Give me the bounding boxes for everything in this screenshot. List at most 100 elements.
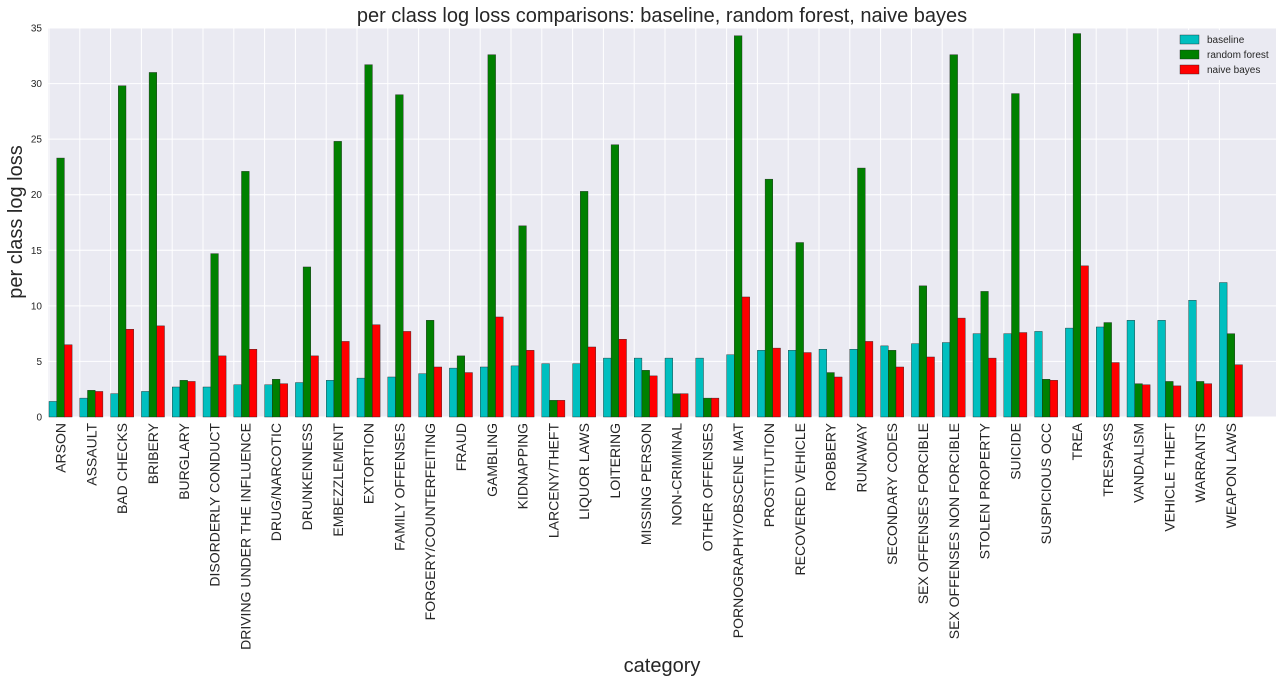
x-tick-label: VEHICLE THEFT — [1161, 423, 1177, 532]
x-tick-label: DRUNKENNESS — [299, 423, 315, 530]
y-tick-label: 0 — [36, 413, 42, 424]
chart-title: per class log loss comparisons: baseline… — [357, 5, 967, 27]
x-tick-label: FAMILY OFFENSES — [391, 423, 407, 551]
bar-random-forest — [1226, 333, 1235, 418]
x-tick-label: FORGERY/COUNTERFEITING — [422, 423, 438, 620]
y-tick-label: 15 — [31, 246, 43, 257]
bar-random-forest — [148, 72, 158, 418]
x-tick-label: SEX OFFENSES FORCIBLE — [915, 423, 931, 604]
bar-naive-bayes — [711, 397, 720, 418]
bar-naive-bayes — [372, 324, 381, 418]
bar-baseline — [356, 377, 365, 418]
bar-random-forest — [949, 54, 958, 418]
bar-baseline — [1188, 300, 1197, 418]
bar-random-forest — [179, 380, 188, 418]
x-tick-label: DISORDERLY CONDUCT — [207, 423, 223, 587]
bar-naive-bayes — [649, 375, 658, 418]
bar-baseline — [972, 333, 981, 418]
bars — [48, 33, 1243, 418]
bar-random-forest — [580, 191, 589, 418]
bar-baseline — [480, 366, 489, 418]
bar-random-forest — [734, 35, 743, 418]
y-tick-label: 10 — [31, 301, 43, 312]
x-tick-label: BAD CHECKS — [114, 423, 130, 514]
x-tick-label: SUICIDE — [1007, 423, 1023, 480]
bar-random-forest — [610, 144, 619, 418]
bar-baseline — [449, 367, 458, 418]
bar-random-forest — [795, 242, 804, 418]
bar-naive-bayes — [403, 331, 412, 418]
bar-random-forest — [426, 320, 435, 418]
x-tick-label: GAMBLING — [484, 423, 500, 497]
x-tick-label: EXTORTION — [361, 423, 377, 504]
x-tick-label: MISSING PERSON — [638, 423, 654, 545]
bar-naive-bayes — [988, 357, 997, 418]
bar-naive-bayes — [310, 355, 319, 418]
bar-baseline — [664, 357, 673, 418]
bar-random-forest — [1196, 381, 1205, 418]
bar-baseline — [48, 401, 57, 418]
bar-naive-bayes — [1019, 332, 1028, 418]
bar-random-forest — [857, 167, 866, 418]
bar-random-forest — [241, 171, 250, 418]
bar-baseline — [387, 376, 396, 418]
x-tick-label: WARRANTS — [1192, 423, 1208, 503]
y-axis-label: per class log loss — [5, 145, 27, 298]
bar-naive-bayes — [926, 356, 935, 418]
x-tick-label: BURGLARY — [176, 422, 192, 499]
bar-naive-bayes — [156, 325, 165, 418]
bar-baseline — [233, 384, 242, 418]
x-tick-label: ARSON — [53, 423, 69, 473]
bar-random-forest — [980, 291, 989, 418]
bar-random-forest — [918, 285, 927, 418]
bar-random-forest — [333, 141, 342, 418]
bar-baseline — [295, 382, 304, 418]
bar-random-forest — [395, 94, 404, 418]
bar-naive-bayes — [587, 346, 596, 418]
bar-naive-bayes — [1080, 265, 1089, 418]
x-tick-label: BRIBERY — [145, 422, 161, 484]
bar-baseline — [264, 384, 273, 418]
legend-label: baseline — [1207, 35, 1245, 46]
bar-naive-bayes — [680, 393, 689, 418]
bar-random-forest — [1103, 322, 1112, 418]
bar-baseline — [603, 357, 612, 418]
x-tick-label: SECONDARY CODES — [884, 423, 900, 565]
legend-swatch — [1179, 34, 1200, 45]
y-tick-label: 30 — [31, 79, 43, 90]
bar-baseline — [202, 386, 211, 418]
bar-naive-bayes — [741, 296, 750, 418]
bar-baseline — [171, 386, 181, 418]
bar-baseline — [510, 365, 519, 418]
bar-baseline — [726, 354, 735, 418]
bar-baseline — [788, 350, 797, 418]
x-tick-label: PORNOGRAPHY/OBSCENE MAT — [730, 423, 746, 639]
x-tick-label: LOITERING — [607, 423, 623, 498]
x-tick-label: VANDALISM — [1131, 423, 1147, 503]
y-tick-label: 25 — [31, 135, 43, 146]
x-tick-label: RECOVERED VEHICLE — [792, 423, 808, 575]
x-tick-label: DRIVING UNDER THE INFLUENCE — [237, 423, 253, 650]
plot-background — [48, 28, 1276, 417]
bar-naive-bayes — [125, 328, 134, 418]
x-tick-label: TRESPASS — [1100, 423, 1116, 497]
bar-naive-bayes — [834, 376, 843, 418]
bar-random-forest — [487, 54, 496, 418]
x-tick-label: LARCENY/THEFT — [545, 423, 561, 539]
bar-naive-bayes — [1203, 383, 1212, 418]
bar-naive-bayes — [957, 317, 966, 418]
bar-baseline — [110, 393, 119, 418]
y-tick-label: 35 — [31, 24, 43, 35]
bar-baseline — [1095, 326, 1105, 418]
bar-random-forest — [641, 370, 650, 418]
bar-naive-bayes — [464, 372, 473, 418]
bar-naive-bayes — [865, 341, 874, 418]
bar-baseline — [1219, 282, 1228, 418]
x-tick-label: LIQUOR LAWS — [576, 423, 592, 520]
bar-baseline — [1003, 333, 1012, 418]
bar-random-forest — [672, 393, 681, 418]
x-tick-label: EMBEZZLEMENT — [330, 423, 346, 537]
bar-naive-bayes — [803, 352, 812, 418]
bar-baseline — [849, 349, 858, 418]
bar-naive-bayes — [557, 400, 566, 418]
